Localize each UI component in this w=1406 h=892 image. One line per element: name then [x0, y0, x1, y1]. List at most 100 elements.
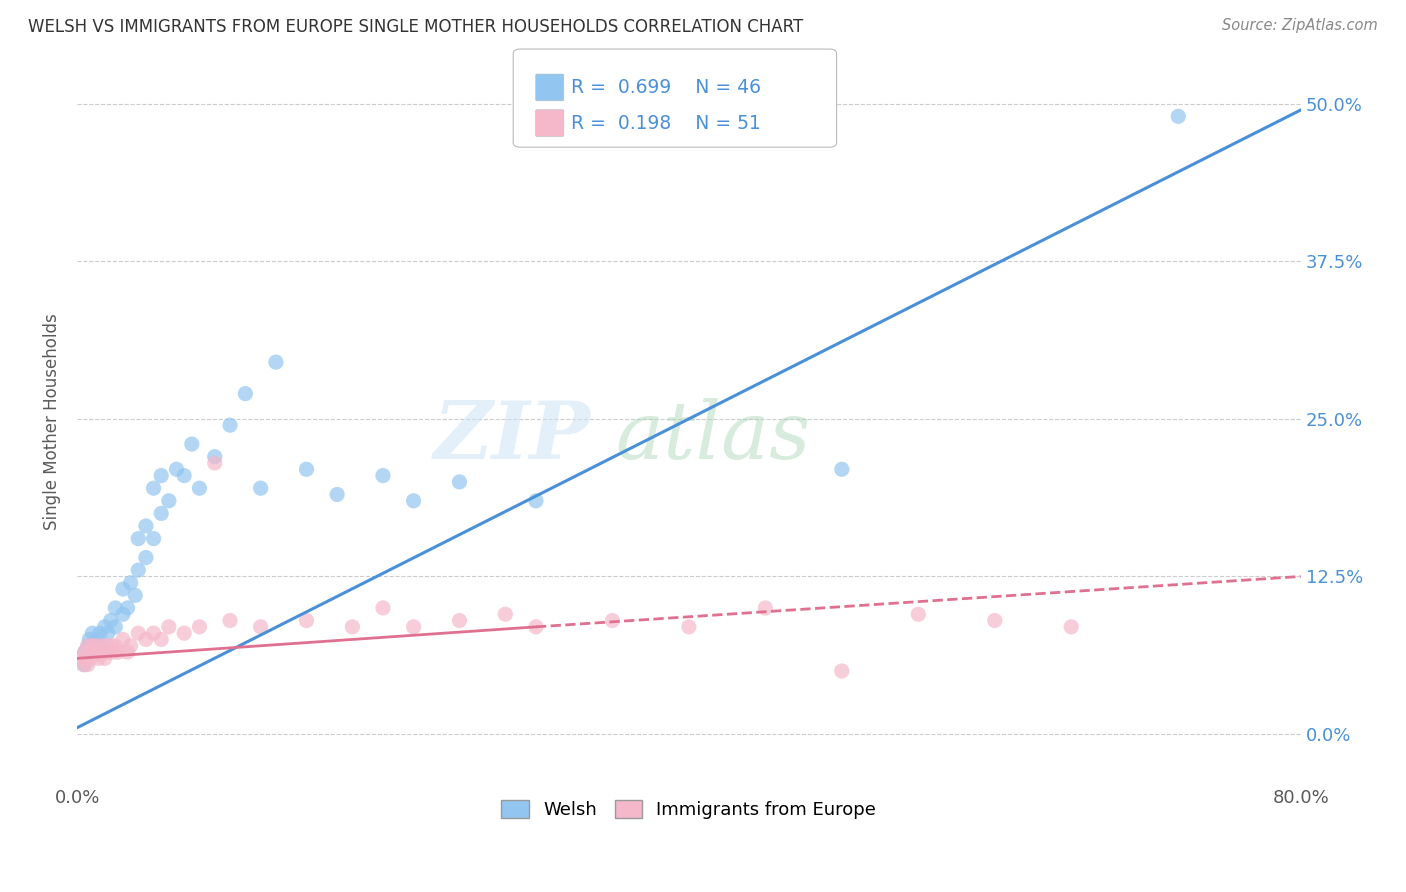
Point	[124, 588, 146, 602]
Point	[120, 639, 142, 653]
Point	[449, 614, 471, 628]
Point	[93, 651, 115, 665]
Point	[295, 614, 318, 628]
Point	[117, 601, 139, 615]
Point	[371, 468, 394, 483]
Point	[117, 645, 139, 659]
Point	[73, 657, 96, 672]
Point	[342, 620, 364, 634]
Point	[142, 481, 165, 495]
Point	[86, 632, 108, 647]
Point	[371, 601, 394, 615]
Point	[120, 575, 142, 590]
Point	[1167, 109, 1189, 123]
Point	[249, 481, 271, 495]
Point	[326, 487, 349, 501]
Point	[678, 620, 700, 634]
Point	[127, 563, 149, 577]
Point	[127, 532, 149, 546]
Point	[402, 620, 425, 634]
Text: R =  0.699    N = 46: R = 0.699 N = 46	[571, 78, 761, 97]
Point	[264, 355, 287, 369]
Point	[93, 620, 115, 634]
Point	[75, 651, 97, 665]
Point	[1060, 620, 1083, 634]
Point	[449, 475, 471, 489]
Point	[135, 550, 157, 565]
Point	[82, 626, 104, 640]
Point	[157, 493, 180, 508]
Point	[173, 626, 195, 640]
Point	[111, 632, 134, 647]
Point	[73, 645, 96, 659]
Point	[142, 532, 165, 546]
Point	[166, 462, 188, 476]
Point	[219, 418, 242, 433]
Point	[84, 639, 107, 653]
Point	[984, 614, 1007, 628]
Point	[150, 507, 173, 521]
Point	[76, 639, 98, 653]
Point	[111, 607, 134, 622]
Point	[87, 651, 110, 665]
Point	[84, 639, 107, 653]
Point	[82, 645, 104, 659]
Y-axis label: Single Mother Households: Single Mother Households	[44, 314, 60, 531]
Point	[79, 632, 101, 647]
Point	[188, 620, 211, 634]
Point	[82, 639, 104, 653]
Point	[494, 607, 516, 622]
Point	[150, 632, 173, 647]
Point	[103, 645, 125, 659]
Point	[97, 645, 120, 659]
Point	[127, 626, 149, 640]
Point	[249, 620, 271, 634]
Point	[83, 645, 105, 659]
Point	[100, 614, 122, 628]
Point	[76, 657, 98, 672]
Point	[80, 651, 103, 665]
Point	[111, 582, 134, 596]
Point	[907, 607, 929, 622]
Legend: Welsh, Immigrants from Europe: Welsh, Immigrants from Europe	[495, 792, 883, 826]
Point	[73, 645, 96, 659]
Point	[188, 481, 211, 495]
Point	[233, 386, 256, 401]
Point	[72, 657, 94, 672]
Point	[157, 620, 180, 634]
Point	[754, 601, 776, 615]
Point	[89, 626, 111, 640]
Point	[79, 645, 101, 659]
Point	[89, 645, 111, 659]
Point	[70, 651, 93, 665]
Point	[204, 456, 226, 470]
Point	[524, 620, 547, 634]
Point	[831, 664, 853, 678]
Text: WELSH VS IMMIGRANTS FROM EUROPE SINGLE MOTHER HOUSEHOLDS CORRELATION CHART: WELSH VS IMMIGRANTS FROM EUROPE SINGLE M…	[28, 18, 803, 36]
Point	[295, 462, 318, 476]
Point	[135, 632, 157, 647]
Point	[204, 450, 226, 464]
Point	[524, 493, 547, 508]
Point	[150, 468, 173, 483]
Point	[107, 645, 129, 659]
Point	[89, 639, 111, 653]
Point	[104, 620, 127, 634]
Point	[76, 639, 98, 653]
Point	[100, 639, 122, 653]
Point	[831, 462, 853, 476]
Point	[104, 601, 127, 615]
Point	[173, 468, 195, 483]
Point	[82, 645, 104, 659]
Text: R =  0.198    N = 51: R = 0.198 N = 51	[571, 113, 761, 133]
Point	[86, 645, 108, 659]
Point	[91, 645, 114, 659]
Point	[602, 614, 624, 628]
Point	[135, 519, 157, 533]
Point	[402, 493, 425, 508]
Point	[94, 639, 117, 653]
Point	[97, 626, 120, 640]
Point	[104, 639, 127, 653]
Text: ZIP: ZIP	[434, 398, 591, 475]
Point	[180, 437, 202, 451]
